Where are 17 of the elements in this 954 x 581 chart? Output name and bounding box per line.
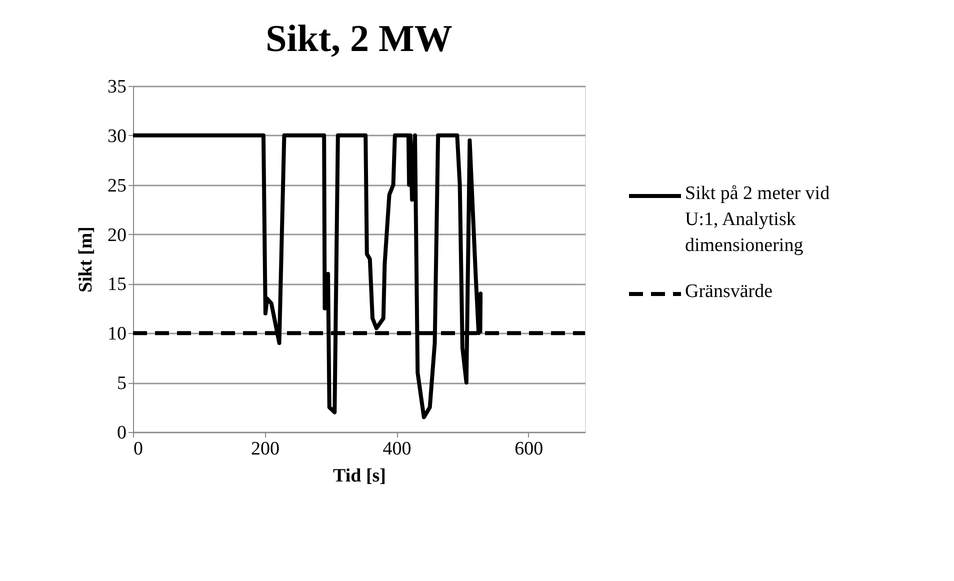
y-tick-label: 10 [108, 324, 126, 345]
y-tick-label: 35 [108, 76, 126, 98]
legend-label: Gränsvärde [685, 281, 773, 302]
x-axis-title: Tid [s] [333, 466, 386, 486]
legend-label: Sikt på 2 meter vid U:1, Analytisk dimensionering [685, 183, 830, 256]
y-tick-label: 5 [117, 373, 126, 394]
x-tick-label: 200 [251, 438, 280, 460]
y-tick-label: 30 [108, 126, 126, 147]
y-tick-label: 20 [108, 224, 126, 246]
y-tick-label: 25 [108, 175, 126, 196]
chart-title: Sikt, 2 MW [266, 18, 452, 60]
y-tick-label: 0 [117, 422, 126, 444]
y-axis-title: Sikt [m] [76, 226, 96, 292]
x-tick-label: 600 [514, 438, 544, 460]
y-tick-label: 15 [108, 274, 126, 296]
x-tick-label: 0 [134, 438, 143, 460]
x-tick-label: 400 [382, 438, 412, 460]
